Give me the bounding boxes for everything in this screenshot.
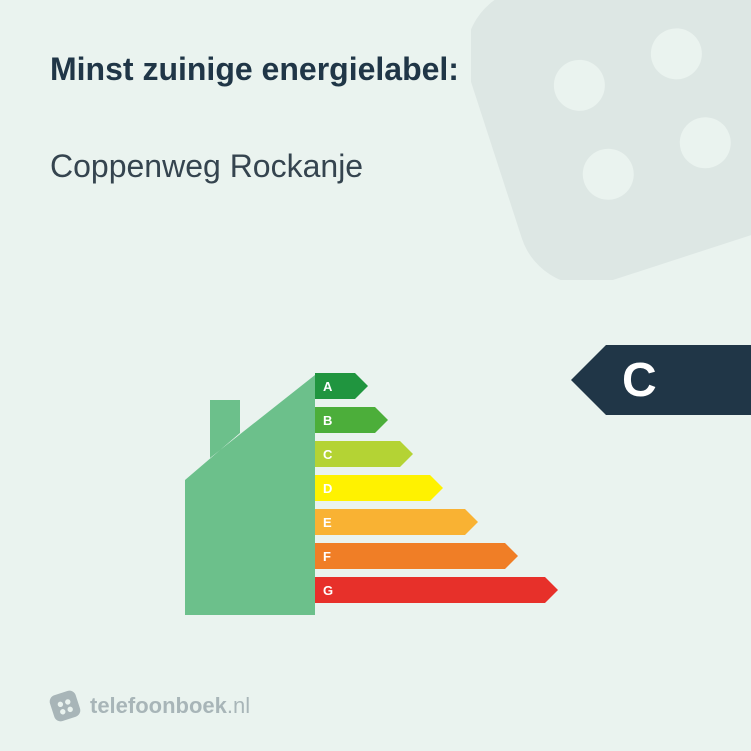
footer-logo-icon bbox=[46, 687, 84, 725]
footer: telefoonboek.nl bbox=[50, 691, 250, 721]
energy-bars: A B C D E F G bbox=[315, 373, 558, 603]
card-title: Minst zuinige energielabel: bbox=[50, 50, 701, 88]
energy-bar-label: E bbox=[323, 515, 332, 530]
badge-body: C bbox=[606, 345, 751, 415]
background-decoration-icon bbox=[471, 0, 751, 280]
energy-bar-g: G bbox=[315, 577, 558, 603]
energy-bar-label: A bbox=[323, 379, 332, 394]
footer-brand: telefoonboek.nl bbox=[90, 693, 250, 719]
energy-bar-label: F bbox=[323, 549, 331, 564]
energy-bar-label: B bbox=[323, 413, 332, 428]
energy-bar-e: E bbox=[315, 509, 558, 535]
energy-bar-a: A bbox=[315, 373, 558, 399]
footer-brand-thin: .nl bbox=[227, 693, 250, 719]
house-icon bbox=[170, 375, 315, 615]
energy-bar-label: G bbox=[323, 583, 333, 598]
footer-brand-bold: telefoonboek bbox=[90, 693, 227, 719]
energy-bar-label: C bbox=[323, 447, 332, 462]
result-badge: C bbox=[571, 345, 751, 415]
energy-label-chart: A B C D E F G bbox=[170, 355, 590, 635]
energy-bar-f: F bbox=[315, 543, 558, 569]
energy-bar-b: B bbox=[315, 407, 558, 433]
energy-bar-d: D bbox=[315, 475, 558, 501]
energy-label-card: Minst zuinige energielabel: Coppenweg Ro… bbox=[0, 0, 751, 751]
energy-bar-c: C bbox=[315, 441, 558, 467]
badge-letter: C bbox=[622, 353, 657, 408]
card-subtitle: Coppenweg Rockanje bbox=[50, 148, 701, 185]
energy-bar-label: D bbox=[323, 481, 332, 496]
